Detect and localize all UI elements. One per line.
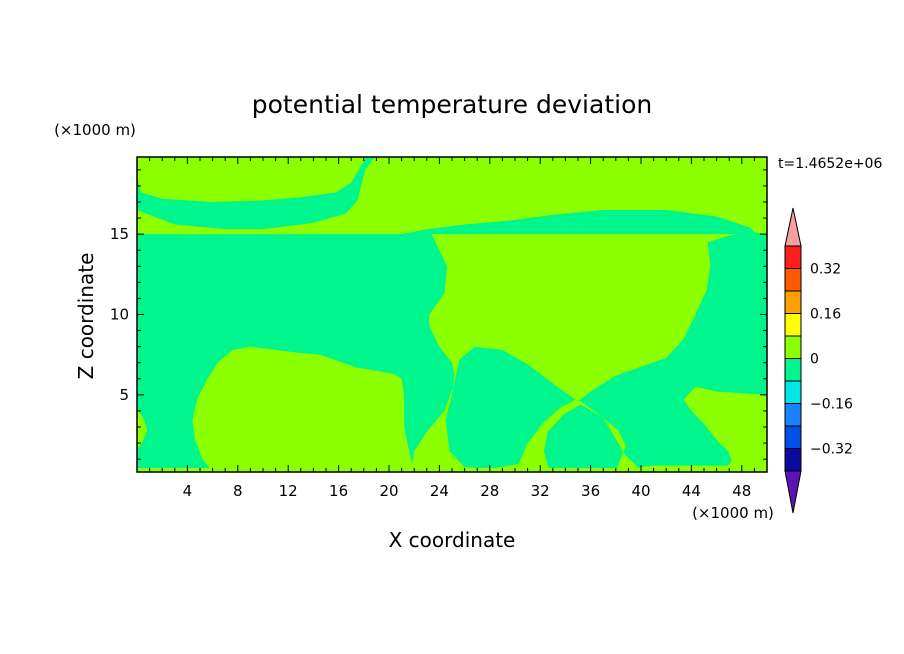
colorbar-tick-label: −0.32 — [810, 442, 853, 458]
contour-region-1 — [137, 157, 367, 202]
y-axis-label: Z coordinate — [74, 253, 98, 380]
colorbar-swatch — [784, 380, 802, 404]
colorbar-swatch — [784, 290, 802, 314]
x-axis-label: X coordinate — [389, 528, 516, 552]
x-tick-label: 12 — [279, 482, 298, 500]
y-tick-label: 5 — [119, 386, 129, 404]
colorbar-swatch — [784, 335, 802, 359]
plot-area — [136, 156, 768, 473]
colorbar-tick-label: 0 — [810, 352, 819, 368]
x-tick-label: 40 — [631, 482, 650, 500]
colorbar-swatch — [784, 245, 802, 269]
colorbar-top-arrow — [784, 207, 802, 247]
colorbar-swatch — [784, 313, 802, 337]
x-tick-label: 20 — [379, 482, 398, 500]
y-tick-label: 10 — [110, 306, 129, 324]
chart-title: potential temperature deviation — [252, 90, 652, 119]
colorbar-tick-label: 0.16 — [810, 307, 841, 323]
x-tick-label: 48 — [732, 482, 751, 500]
x-tick-label: 28 — [480, 482, 499, 500]
x-tick-label: 24 — [430, 482, 449, 500]
contour-region-4 — [192, 346, 415, 472]
x-tick-label: 16 — [329, 482, 348, 500]
colorbar-tick-label: 0.32 — [810, 262, 841, 278]
contour-region-2 — [137, 157, 767, 235]
time-label: t=1.4652e+06 — [778, 156, 882, 172]
contour-region-3 — [411, 234, 767, 472]
colorbar-swatch — [784, 425, 802, 449]
y-axis: 5 10 15 — [110, 169, 767, 460]
colorbar: 0.32 0.16 0 −0.16 −0.32 — [784, 207, 853, 514]
x-tick-label: 36 — [581, 482, 600, 500]
y-tick-label: 15 — [110, 225, 129, 243]
x-tick-label: 8 — [233, 482, 243, 500]
x-tick-label: 44 — [682, 482, 701, 500]
colorbar-swatch — [784, 403, 802, 427]
y-axis-unit: (×1000 m) — [54, 121, 136, 139]
x-tick-label: 4 — [183, 482, 193, 500]
contour-region-6 — [137, 407, 148, 450]
x-axis: 4 8 12 16 20 24 28 32 36 40 44 48 — [149, 157, 755, 500]
colorbar-bottom-arrow — [784, 470, 802, 514]
x-axis-unit: (×1000 m) — [692, 504, 774, 522]
colorbar-swatch — [784, 358, 802, 382]
x-tick-label: 32 — [531, 482, 550, 500]
colorbar-tick-label: −0.16 — [810, 397, 853, 413]
colorbar-swatch — [784, 268, 802, 292]
colorbar-swatch — [784, 448, 802, 472]
